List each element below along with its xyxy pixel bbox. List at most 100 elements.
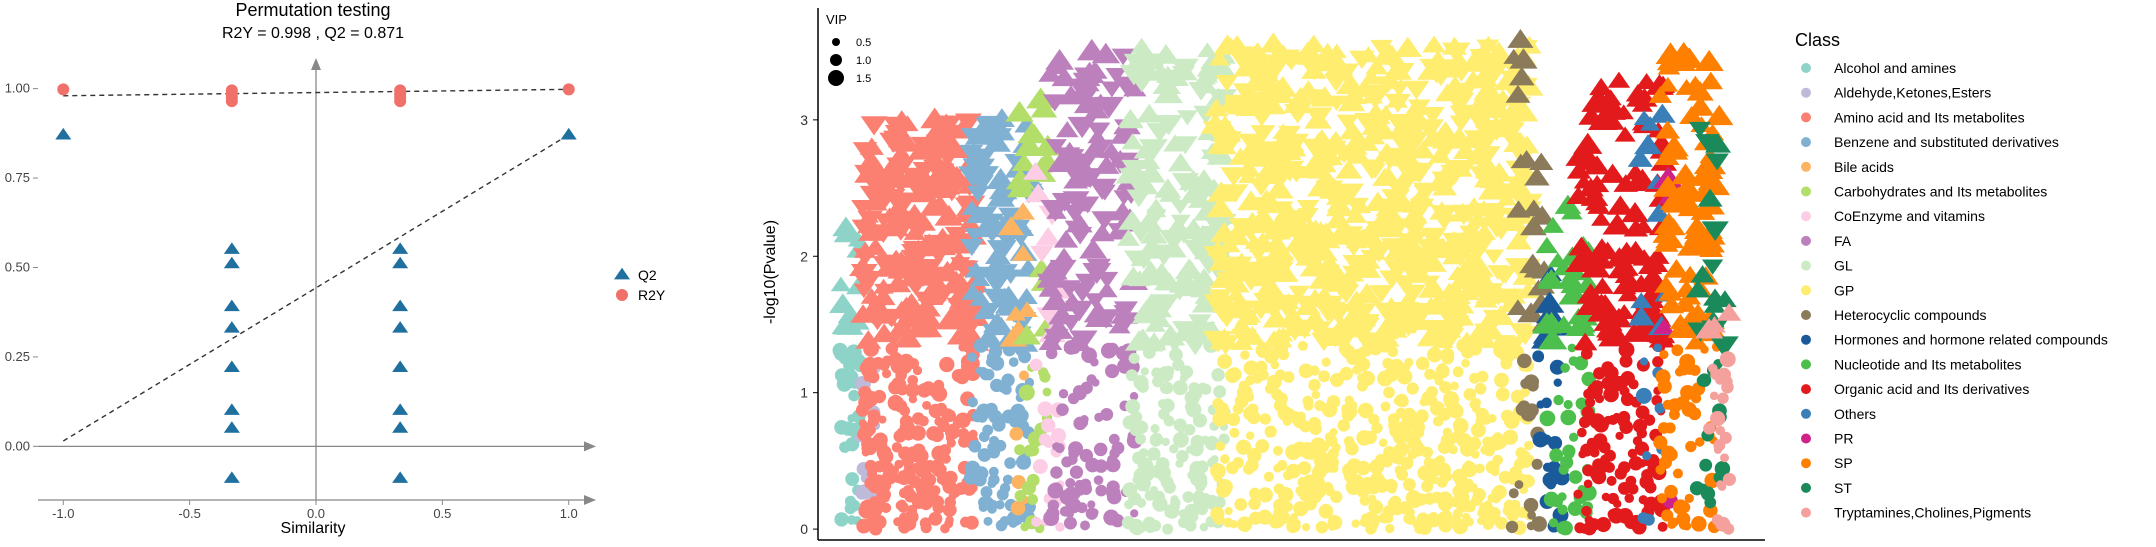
gp-point xyxy=(1428,513,1442,527)
vip-size-legend: VIP 0.5 1.0 1.5 xyxy=(826,12,871,86)
gl-point xyxy=(1178,258,1200,274)
gl-point xyxy=(1163,134,1187,152)
nucleotide-and-its-metabolites-point xyxy=(1580,485,1597,501)
gp-point xyxy=(1429,401,1445,416)
amino-acid-and-its-metabolites-point xyxy=(912,365,923,376)
r2y-point xyxy=(225,95,238,108)
gp-point xyxy=(1310,86,1339,107)
gp-point xyxy=(1315,520,1329,534)
amino-acid-and-its-metabolites-point xyxy=(898,487,910,499)
vip-legend-label: 1.5 xyxy=(856,73,871,85)
class-legend-key xyxy=(1801,408,1811,419)
class-legend-label: Others xyxy=(1834,406,1876,422)
gp-point xyxy=(1353,332,1378,350)
gp-point xyxy=(1424,368,1436,380)
st-point xyxy=(1697,188,1723,207)
sp-point xyxy=(1694,49,1724,71)
gp-point xyxy=(1250,76,1279,97)
st-point xyxy=(1713,471,1726,484)
sp-point xyxy=(1675,396,1690,410)
st-point xyxy=(1695,134,1720,152)
fa-point xyxy=(1053,230,1079,248)
gp-point xyxy=(1472,286,1496,304)
benzene-and-substituted-derivatives-point xyxy=(983,516,993,526)
r2y-point xyxy=(57,83,70,96)
gp-point xyxy=(1503,287,1526,304)
fa-point xyxy=(1047,499,1060,512)
heterocyclic-compounds-point xyxy=(1508,66,1535,86)
gp-point xyxy=(1368,514,1381,526)
gl-point xyxy=(1126,47,1155,68)
gp-point xyxy=(1222,184,1249,203)
coenzyme-and-vitamins-point xyxy=(1031,516,1042,528)
gp-point xyxy=(1449,233,1477,254)
gp-point xyxy=(1273,506,1286,519)
gp-point xyxy=(1283,408,1295,420)
gl-point xyxy=(1126,222,1155,243)
heterocyclic-compounds-point xyxy=(1515,402,1529,416)
gl-point xyxy=(1169,347,1183,362)
gp-point xyxy=(1427,67,1455,87)
st-point xyxy=(1702,288,1728,306)
amino-acid-and-its-metabolites-point xyxy=(905,317,933,338)
gp-point xyxy=(1452,468,1467,484)
organic-acid-and-its-derivatives-point xyxy=(1621,201,1650,223)
fa-point xyxy=(1047,482,1064,499)
fa-point xyxy=(1055,121,1079,138)
tryptamines-cholines-pigments-point xyxy=(1708,363,1718,374)
benzene-and-substituted-derivatives-point xyxy=(974,466,989,481)
hormones-and-hormone-related-compounds-point xyxy=(1532,431,1549,448)
x-tick-label: -0.5 xyxy=(178,506,200,521)
gp-point xyxy=(1368,285,1394,303)
gp-point xyxy=(1218,94,1244,113)
gl-point xyxy=(1184,423,1196,436)
gl-point xyxy=(1138,139,1168,161)
gp-point xyxy=(1475,463,1485,474)
gl-point xyxy=(1137,381,1149,393)
organic-acid-and-its-derivatives-point xyxy=(1595,516,1612,533)
heterocyclic-compounds-point xyxy=(1503,48,1525,64)
gp-point xyxy=(1235,439,1252,455)
fa-point xyxy=(1057,280,1082,298)
st-point xyxy=(1703,296,1726,313)
gp-point xyxy=(1359,495,1371,506)
benzene-and-substituted-derivatives-point xyxy=(984,245,1011,264)
permutation-title: Permutation testing xyxy=(235,0,390,20)
amino-acid-and-its-metabolites-point xyxy=(953,307,976,324)
class-legend-label: Hormones and hormone related compounds xyxy=(1834,332,2108,348)
amino-acid-and-its-metabolites-point xyxy=(873,213,895,229)
organic-acid-and-its-derivatives-point xyxy=(1618,482,1631,495)
benzene-and-substituted-derivatives-point xyxy=(982,424,994,436)
nucleotide-and-its-metabolites-point xyxy=(1566,315,1596,336)
organic-acid-and-its-derivatives-point xyxy=(1623,218,1649,237)
gl-point xyxy=(1142,346,1156,359)
fa-point xyxy=(1100,407,1114,421)
tryptamines-cholines-pigments-point xyxy=(1716,303,1742,321)
gp-point xyxy=(1421,322,1447,341)
tryptamines-cholines-pigments-point xyxy=(1722,472,1736,486)
gp-point xyxy=(1311,493,1322,504)
gp-point xyxy=(1482,519,1494,530)
benzene-and-substituted-derivatives-point xyxy=(975,366,985,375)
gl-point xyxy=(1176,449,1189,463)
amino-acid-and-its-metabolites-point xyxy=(893,328,921,348)
fa-point xyxy=(1130,509,1139,518)
heterocyclic-compounds-point xyxy=(1517,302,1545,323)
gp-point xyxy=(1431,121,1460,142)
fa-point xyxy=(1089,223,1115,242)
nucleotide-and-its-metabolites-point xyxy=(1573,356,1589,371)
gp-point xyxy=(1468,483,1478,493)
class-scatter-axes: 0 1 2 3 xyxy=(800,8,1765,541)
sp-point xyxy=(1671,344,1684,357)
amino-acid-and-its-metabolites-point xyxy=(925,134,955,156)
fa-point xyxy=(1100,81,1123,98)
gp-point xyxy=(1326,43,1347,59)
benzene-and-substituted-derivatives-point xyxy=(973,338,989,353)
gp-point xyxy=(1222,278,1246,296)
fa-point xyxy=(1087,500,1096,509)
gl-point xyxy=(1188,81,1215,101)
organic-acid-and-its-derivatives-point xyxy=(1635,405,1650,420)
gl-point xyxy=(1184,401,1196,412)
class-legend-label: Tryptamines,Cholines,Pigments xyxy=(1834,505,2031,521)
amino-acid-and-its-metabolites-point xyxy=(919,517,932,529)
